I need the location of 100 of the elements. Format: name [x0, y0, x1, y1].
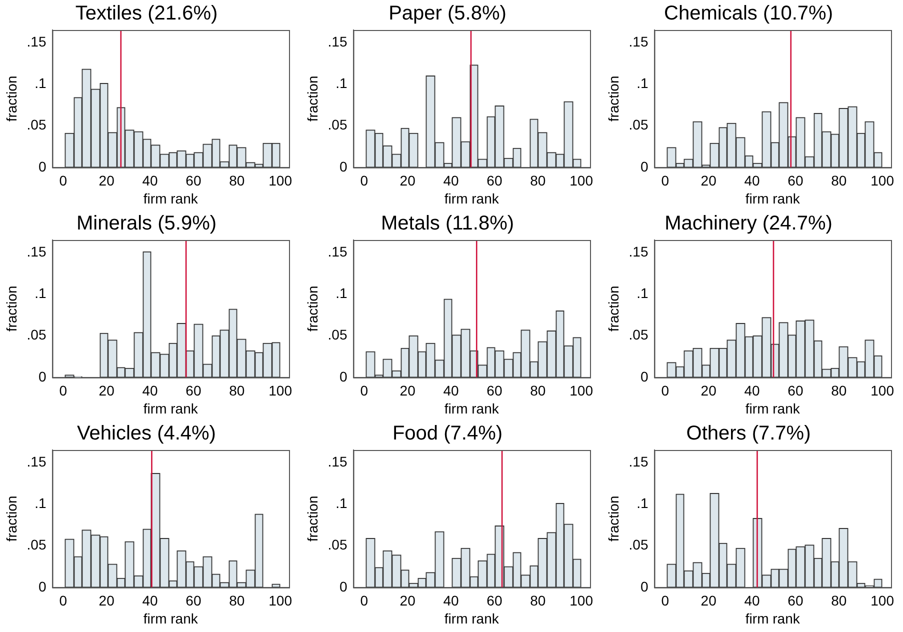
y-tick-label: .05	[26, 116, 46, 133]
x-tick-label: 0	[360, 382, 368, 399]
x-tick-label: 20	[98, 592, 115, 609]
y-tick-label: .05	[328, 536, 348, 553]
y-axis-title: fraction	[304, 496, 320, 542]
x-tick-label: 60	[486, 172, 502, 189]
y-axis-title: fraction	[605, 286, 622, 332]
y-tick-label: .1	[34, 284, 46, 301]
x-tick-label: 60	[788, 382, 804, 399]
x-tick-label: 60	[486, 382, 502, 399]
y-axis-title: fraction	[605, 76, 622, 122]
x-tick-label: 40	[744, 592, 760, 609]
y-tick-label: 0	[640, 368, 648, 384]
y-tick-label: .15	[628, 453, 648, 470]
chart-title: Metals (11.8%)	[380, 212, 514, 235]
x-axis-title: firm rank	[444, 610, 500, 626]
x-tick-label: 0	[360, 172, 368, 189]
x-tick-label: 20	[98, 172, 115, 189]
x-tick-label: 20	[400, 382, 416, 399]
x-tick-label: 100	[268, 592, 292, 609]
x-axis-title: firm rank	[143, 190, 199, 206]
x-axis-title: firm rank	[444, 190, 500, 206]
x-tick-label: 40	[142, 172, 158, 189]
x-tick-label: 80	[530, 592, 546, 609]
y-tick-label: .05	[26, 536, 46, 553]
y-axis-title: fraction	[304, 76, 320, 122]
x-tick-label: 20	[98, 382, 115, 399]
y-tick-label: .15	[328, 243, 348, 260]
y-tick-label: 0	[38, 158, 46, 174]
chart-title: Textiles (21.6%)	[75, 2, 218, 25]
x-tick-label: 40	[142, 592, 158, 609]
x-tick-label: 100	[570, 172, 594, 189]
chart-title: Vehicles (4.4%)	[77, 422, 216, 445]
y-tick-label: .1	[336, 74, 348, 91]
x-tick-label: 80	[229, 382, 245, 399]
y-tick-label: .05	[328, 326, 348, 343]
y-axis-title: fraction	[605, 496, 622, 542]
y-tick-label: .05	[26, 326, 46, 343]
chart-title: Others (7.7%)	[686, 422, 811, 445]
x-tick-label: 40	[744, 172, 760, 189]
y-tick-label: .15	[328, 33, 348, 50]
y-tick-label: 0	[339, 158, 348, 174]
x-tick-label: 100	[570, 592, 594, 609]
y-tick-label: .05	[628, 536, 648, 553]
x-tick-label: 0	[661, 382, 670, 399]
x-tick-label: 80	[229, 172, 245, 189]
x-tick-label: 60	[186, 592, 202, 609]
y-tick-label: .1	[636, 74, 648, 91]
x-tick-label: 0	[59, 172, 68, 189]
y-tick-label: .05	[628, 116, 648, 133]
x-tick-label: 100	[570, 382, 594, 399]
x-tick-label: 80	[530, 172, 546, 189]
x-axis-title: firm rank	[745, 610, 801, 626]
y-axis-title: fraction	[304, 286, 320, 332]
x-axis-title: firm rank	[143, 400, 199, 416]
y-axis-title: fraction	[3, 496, 20, 542]
chart-title: Minerals (5.9%)	[76, 212, 217, 235]
chart-title: Paper (5.8%)	[388, 2, 506, 25]
y-axis-title: fraction	[3, 286, 20, 332]
y-tick-label: .15	[26, 33, 46, 50]
x-tick-label: 20	[400, 172, 416, 189]
y-tick-label: .1	[336, 494, 348, 511]
x-tick-label: 60	[486, 592, 502, 609]
x-tick-label: 100	[268, 172, 292, 189]
x-tick-label: 60	[788, 172, 804, 189]
x-tick-label: 0	[59, 592, 68, 609]
chart-title: Chemicals (10.7%)	[664, 2, 833, 25]
x-tick-label: 100	[268, 382, 292, 399]
chart-title: Machinery (24.7%)	[664, 212, 832, 235]
y-tick-label: .1	[636, 494, 648, 511]
y-tick-label: 0	[38, 578, 46, 594]
x-tick-label: 20	[700, 382, 717, 399]
y-tick-label: .15	[26, 453, 46, 470]
y-tick-label: .15	[328, 453, 348, 470]
x-tick-label: 0	[360, 592, 368, 609]
x-tick-label: 60	[186, 382, 202, 399]
y-tick-label: 0	[339, 368, 348, 384]
x-tick-label: 100	[870, 592, 894, 609]
x-axis-title: firm rank	[745, 400, 801, 416]
x-tick-label: 0	[661, 172, 670, 189]
x-axis-title: firm rank	[745, 190, 801, 206]
y-tick-label: .1	[34, 74, 46, 91]
y-axis-title: fraction	[3, 76, 20, 122]
y-tick-label: .1	[336, 284, 348, 301]
x-tick-label: 40	[443, 382, 459, 399]
y-tick-label: .05	[628, 326, 648, 343]
y-tick-label: 0	[640, 578, 648, 594]
x-axis-title: firm rank	[444, 400, 500, 416]
x-tick-label: 0	[59, 382, 68, 399]
x-tick-label: 20	[400, 592, 416, 609]
x-tick-label: 20	[700, 592, 717, 609]
x-tick-label: 40	[443, 592, 459, 609]
y-tick-label: .05	[328, 116, 348, 133]
y-tick-label: 0	[38, 368, 46, 384]
y-tick-label: .15	[26, 243, 46, 260]
x-tick-label: 80	[831, 172, 847, 189]
x-tick-label: 20	[700, 172, 717, 189]
x-tick-label: 60	[186, 172, 202, 189]
y-tick-label: .15	[628, 33, 648, 50]
y-tick-label: .15	[628, 243, 648, 260]
